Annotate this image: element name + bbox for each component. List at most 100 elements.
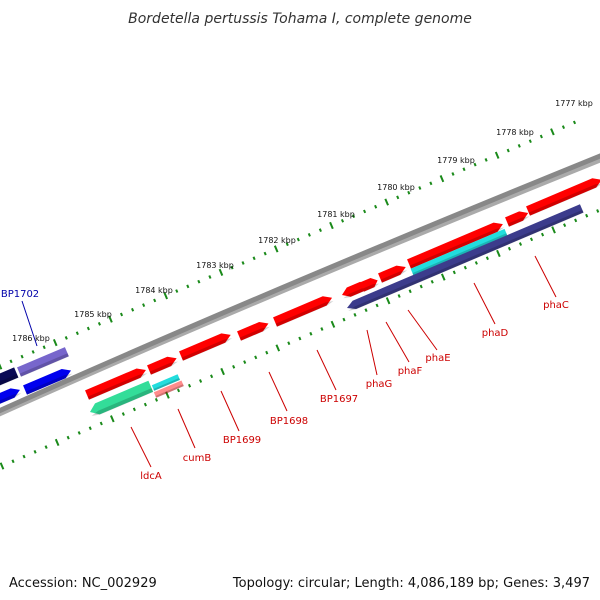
inner-tick xyxy=(463,265,467,270)
feature-shade xyxy=(181,338,233,361)
outer-tick xyxy=(163,292,169,300)
inner-tick xyxy=(309,331,313,336)
outer-tick xyxy=(473,162,477,167)
outer-tick xyxy=(429,181,433,186)
scale-label: 1777 kbp xyxy=(555,99,593,108)
outer-tick xyxy=(329,221,334,230)
feature-body xyxy=(237,322,269,341)
accession-text: Accession: NC_002929 xyxy=(9,576,157,591)
outer-tick xyxy=(572,120,577,125)
scale-label: 1785 kbp xyxy=(74,310,112,319)
outer-tick xyxy=(175,289,179,293)
inner-tick xyxy=(385,297,391,305)
feature-shade xyxy=(239,326,270,341)
feature-shade xyxy=(0,393,22,405)
inner-tick xyxy=(265,350,269,355)
map-title: Bordetella pertussis Tohama I, complete … xyxy=(128,11,472,27)
gene-label: phaC xyxy=(543,300,569,311)
feature-phaD-arrow xyxy=(407,222,505,269)
feature-body xyxy=(526,178,600,216)
inner-tick xyxy=(54,438,60,446)
feature-shade xyxy=(507,216,530,227)
feature-shade xyxy=(155,384,184,398)
inner-tick xyxy=(132,407,136,412)
feature-shade xyxy=(412,233,508,276)
outer-tick xyxy=(528,139,532,144)
feature-shade xyxy=(528,182,600,216)
outer-tick xyxy=(517,144,521,148)
inner-tick xyxy=(541,232,545,237)
feature-shade xyxy=(362,283,380,292)
inner-tick xyxy=(551,226,556,234)
inner-tick xyxy=(199,379,203,383)
feature-body xyxy=(151,374,180,391)
feature-body xyxy=(90,380,154,415)
feature-blue-arrow xyxy=(23,368,73,395)
feature-shade xyxy=(91,388,154,416)
gene-leader-line xyxy=(130,426,152,468)
inner-tick xyxy=(452,270,456,275)
gene-leader-line xyxy=(534,255,557,298)
feature-shade xyxy=(149,361,178,375)
gene-label: BP1702 xyxy=(1,289,39,300)
feature-blue-edge-arrow xyxy=(0,388,22,405)
feature-BP1697-arrow xyxy=(273,296,334,327)
inner-tick xyxy=(518,242,523,246)
scale-label: 1780 kbp xyxy=(377,183,415,192)
scale-label: 1778 kbp xyxy=(496,128,534,137)
feature-body xyxy=(147,356,177,375)
outer-tick xyxy=(108,315,113,323)
inner-tick xyxy=(0,462,5,470)
gene-leader-line xyxy=(220,390,240,432)
inner-tick xyxy=(77,431,81,435)
outer-tick xyxy=(131,307,135,312)
backbone-line xyxy=(0,153,600,414)
inner-tick xyxy=(220,367,225,376)
gene-leader-line xyxy=(177,408,196,449)
feature-body xyxy=(0,388,20,405)
inner-tick xyxy=(88,426,92,431)
feature-shade xyxy=(153,378,181,391)
feature-body xyxy=(347,204,584,310)
feature-body xyxy=(0,367,19,387)
gene-leader-line xyxy=(407,309,438,351)
gene-label: phaE xyxy=(425,353,450,364)
outer-tick xyxy=(506,148,510,153)
feature-body xyxy=(17,347,69,377)
feature-dark-navy-bar xyxy=(0,367,19,387)
feature-BP1698-arrow xyxy=(237,322,270,341)
inner-tick xyxy=(143,402,147,407)
feature-arrow xyxy=(147,356,178,375)
scale-label: 1782 kbp xyxy=(258,236,296,245)
outer-tick xyxy=(0,363,3,370)
feature-shade xyxy=(409,227,505,269)
gene-label: ldcA xyxy=(140,471,162,482)
inner-tick xyxy=(563,223,567,228)
feature-body xyxy=(23,368,72,395)
gene-leader-line xyxy=(268,371,288,412)
outer-tick xyxy=(407,190,411,195)
inner-tick xyxy=(330,320,336,328)
inner-tick xyxy=(275,344,281,352)
gene-leader-line xyxy=(385,321,410,363)
outer-tick xyxy=(561,125,566,129)
inner-tick xyxy=(596,209,600,213)
inner-tick xyxy=(320,327,324,331)
outer-tick-track xyxy=(0,120,577,370)
outer-tick xyxy=(64,336,68,340)
outer-tick xyxy=(418,186,422,190)
inner-tick xyxy=(121,412,125,416)
genome-summary-text: Topology: circular; Length: 4,086,189 bp… xyxy=(232,576,590,591)
inner-tick xyxy=(496,249,501,258)
outer-tick xyxy=(241,261,245,265)
inner-tick xyxy=(364,308,368,313)
outer-tick xyxy=(285,242,289,247)
outer-tick xyxy=(550,128,555,136)
outer-tick xyxy=(197,279,201,284)
outer-tick xyxy=(340,218,345,223)
scale-label: 1784 kbp xyxy=(135,286,173,295)
feature-shade xyxy=(0,374,19,387)
feature-ldcA-upstream-arrow xyxy=(85,368,148,400)
inner-tick xyxy=(342,317,346,322)
